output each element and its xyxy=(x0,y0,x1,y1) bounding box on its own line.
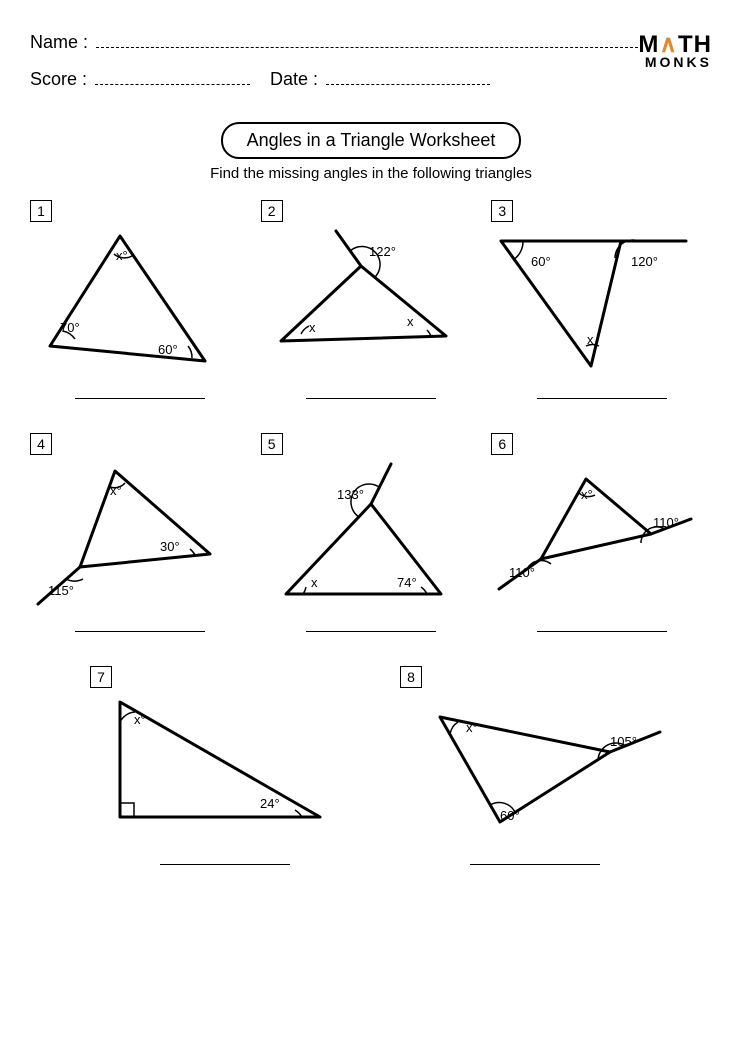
triangle-figure: 133° x 74° xyxy=(261,459,482,619)
triangle-figure: x° 24° xyxy=(90,692,360,852)
problem-3: 3 60° 120° x xyxy=(491,200,712,423)
problems-grid-bottom: 7 x° 24° 8 x° 60° 105° xyxy=(30,666,712,889)
answer-blank[interactable] xyxy=(75,631,205,632)
problem-number: 4 xyxy=(30,433,52,455)
problem-number: 8 xyxy=(400,666,422,688)
score-label: Score : xyxy=(30,69,87,90)
svg-text:60°: 60° xyxy=(531,254,551,269)
svg-text:24°: 24° xyxy=(260,796,280,811)
triangle-figure: 122° x x xyxy=(261,226,482,386)
title-container: Angles in a Triangle Worksheet xyxy=(30,122,712,159)
svg-text:x°: x° xyxy=(466,720,478,735)
name-field: Name : xyxy=(30,30,638,53)
svg-text:30°: 30° xyxy=(160,539,180,554)
answer-blank[interactable] xyxy=(537,398,667,399)
triangle-figure: x° 110° 110° xyxy=(491,459,712,619)
problem-number: 7 xyxy=(90,666,112,688)
svg-text:x°: x° xyxy=(116,248,128,263)
problem-number: 6 xyxy=(491,433,513,455)
svg-text:110°: 110° xyxy=(653,515,679,530)
date-blank[interactable] xyxy=(326,67,490,85)
answer-blank[interactable] xyxy=(306,631,436,632)
date-label: Date : xyxy=(270,69,318,90)
worksheet-subtitle: Find the missing angles in the following… xyxy=(30,165,712,182)
answer-blank[interactable] xyxy=(75,398,205,399)
svg-text:x: x xyxy=(309,320,316,335)
svg-text:x°: x° xyxy=(134,712,146,727)
problem-6: 6 x° 110° 110° xyxy=(491,433,712,656)
header-fields: Name : Score : Date : xyxy=(30,30,638,104)
score-blank[interactable] xyxy=(95,67,250,85)
svg-text:122°: 122° xyxy=(369,244,396,259)
answer-blank[interactable] xyxy=(470,864,600,865)
svg-text:70°: 70° xyxy=(60,320,80,335)
problem-4: 4 x° 30° 115° xyxy=(30,433,251,656)
name-label: Name : xyxy=(30,32,88,53)
svg-text:x: x xyxy=(407,314,414,329)
worksheet-title: Angles in a Triangle Worksheet xyxy=(221,122,522,159)
brand-logo: M∧TH MONKS xyxy=(638,34,712,68)
svg-text:110°: 110° xyxy=(509,565,535,580)
problem-number: 1 xyxy=(30,200,52,222)
triangle-figure: x° 60° 105° xyxy=(400,692,670,852)
svg-text:x: x xyxy=(311,575,318,590)
answer-blank[interactable] xyxy=(537,631,667,632)
name-blank[interactable] xyxy=(96,30,638,48)
problem-1: 1 x° 70° 60° xyxy=(30,200,251,423)
worksheet-header: Name : Score : Date : M∧TH MONKS xyxy=(30,30,712,104)
svg-text:133°: 133° xyxy=(337,487,364,502)
svg-text:60°: 60° xyxy=(158,342,178,357)
answer-blank[interactable] xyxy=(160,864,290,865)
problem-8: 8 x° 60° 105° xyxy=(400,666,670,889)
svg-text:74°: 74° xyxy=(397,575,417,590)
problem-7: 7 x° 24° xyxy=(90,666,360,889)
problem-number: 5 xyxy=(261,433,283,455)
svg-text:115°: 115° xyxy=(48,583,74,598)
triangle-figure: x° 30° 115° xyxy=(30,459,251,619)
svg-text:x°: x° xyxy=(581,487,593,502)
score-date-row: Score : Date : xyxy=(30,67,490,90)
svg-text:105°: 105° xyxy=(610,734,637,749)
problem-number: 3 xyxy=(491,200,513,222)
svg-text:x°: x° xyxy=(110,483,122,498)
svg-text:x: x xyxy=(587,332,594,347)
problem-number: 2 xyxy=(261,200,283,222)
triangle-figure: x° 70° 60° xyxy=(30,226,251,386)
problem-2: 2 122° x x xyxy=(261,200,482,423)
problems-grid-top: 1 x° 70° 60° 2 122° x x 3 60° 120° x 4 x° 30° 11… xyxy=(30,200,712,656)
svg-text:60°: 60° xyxy=(500,808,520,823)
logo-sub: MONKS xyxy=(638,56,712,69)
answer-blank[interactable] xyxy=(306,398,436,399)
svg-text:120°: 120° xyxy=(631,254,658,269)
triangle-figure: 60° 120° x xyxy=(491,226,712,386)
problem-5: 5 133° x 74° xyxy=(261,433,482,656)
